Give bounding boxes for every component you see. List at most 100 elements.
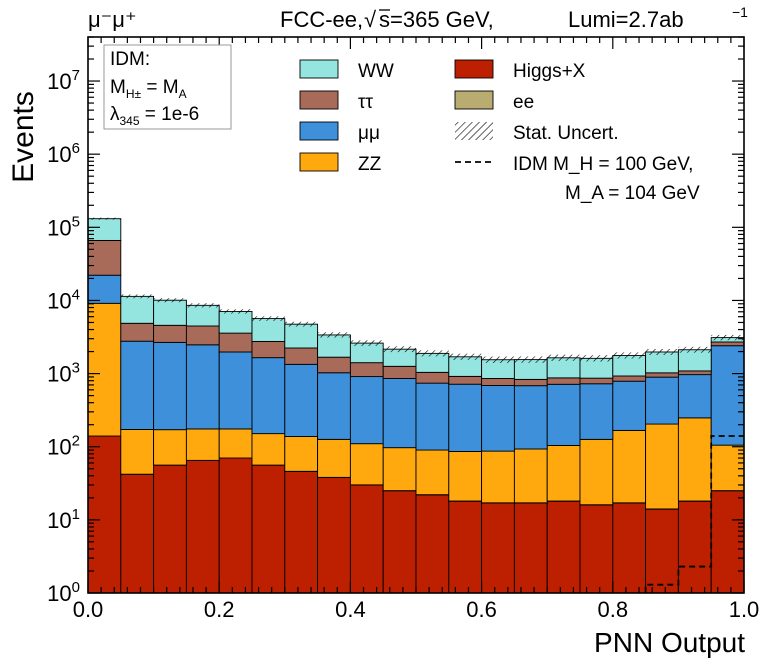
stat-uncert-bin-3	[186, 303, 220, 308]
bar-zz-bin-6	[284, 436, 319, 472]
stat-uncert-bin-7	[317, 332, 351, 338]
bar-higgs-x-bin-8	[349, 484, 384, 594]
stat-uncert-bin-19	[711, 334, 744, 341]
x-tick-label-3: 0.6	[466, 597, 497, 622]
stat-uncert-bin-18	[678, 346, 712, 353]
annotation-lambda-val: = 1e-6	[140, 104, 200, 125]
bar---bin-15	[579, 383, 614, 440]
bar---bin-12	[481, 378, 515, 386]
bar-zz-bin-4	[218, 428, 253, 459]
annotation-line2: MH± = MA	[110, 77, 187, 101]
y-tick-exp-7: 7	[72, 67, 80, 84]
legend-swatch-5	[455, 122, 493, 140]
bar---bin-15	[579, 377, 614, 385]
annotation-lambda-sub: 345	[120, 114, 140, 128]
legend-entry-stat: Stat. Uncert.	[455, 122, 619, 144]
bar-higgs-x-bin-16	[612, 502, 647, 594]
x-tick-label-4: 0.8	[598, 597, 629, 622]
bar---bin-10	[415, 382, 450, 451]
bar-zz-bin-19	[710, 444, 745, 492]
bar---bin-2	[153, 324, 187, 343]
channel-label: μ⁻μ⁺	[88, 7, 137, 32]
legend-swatch-4	[299, 121, 339, 141]
bar---bin-1	[120, 322, 155, 342]
annotation-eq-ma: = M	[141, 77, 178, 98]
bar-higgs-x-bin-10	[415, 494, 450, 594]
stat-uncert-bin-17	[645, 348, 679, 355]
legend-label-1: Higgs+X	[513, 61, 586, 82]
y-tick-exp-6: 6	[72, 140, 80, 157]
bar---bin-6	[284, 347, 319, 365]
idm-annotation: IDM: MH± = MA λ345 = 1e-6	[103, 44, 232, 130]
bar-zz-bin-11	[448, 451, 483, 502]
bar-zz-bin-18	[677, 417, 712, 502]
y-tick-base-3: 10	[47, 362, 71, 387]
bar-ww-bin-17	[645, 351, 679, 374]
bar-ww-bin-2	[153, 299, 187, 326]
annotation-mass-text: M	[110, 77, 126, 98]
legend-label-4: μμ	[358, 123, 380, 144]
bar---bin-1	[120, 340, 155, 430]
bar-zz-bin-7	[317, 438, 351, 478]
bar-ww-bin-3	[185, 304, 220, 327]
y-tick-label-6: 106	[47, 140, 80, 167]
bar-higgs-x-bin-18	[677, 500, 712, 594]
x-tick-label-5: 1.0	[729, 597, 760, 622]
legend-label-6: ZZ	[358, 154, 382, 175]
bar---bin-4	[218, 332, 253, 353]
stat-uncert-bin-10	[416, 350, 449, 357]
bar---bin-14	[546, 383, 581, 446]
x-tick-label-2: 0.4	[335, 597, 366, 622]
bar---bin-11	[448, 375, 483, 385]
bar-higgs-x-bin-4	[218, 457, 253, 594]
stat-uncert-bin-8	[350, 340, 384, 346]
y-tick-exp-1: 1	[72, 506, 80, 523]
legend-label-2: ττ	[358, 92, 374, 113]
y-tick-exp-4: 4	[72, 286, 80, 303]
bar---bin-13	[513, 378, 548, 387]
stat-uncert-bin-6	[284, 321, 318, 327]
x-tick-label-0: 0.0	[73, 597, 104, 622]
legend-entry-ww: WW	[299, 59, 394, 82]
bar-ww-bin-5	[251, 318, 286, 342]
legend-swatch-0	[299, 59, 339, 79]
bar---bin-8	[349, 376, 384, 445]
bar-zz-bin-9	[382, 447, 417, 492]
legend-swatch-2	[299, 90, 339, 110]
bar-higgs-x-bin-13	[513, 502, 548, 594]
y-tick-label-7: 107	[47, 67, 80, 94]
chart-title: FCC-ee, √ s=365 GeV, Lumi=2.7ab −1	[280, 4, 748, 32]
y-tick-label-5: 105	[47, 213, 80, 240]
bar---bin-10	[415, 371, 450, 384]
bar-higgs-x-bin-0	[87, 435, 122, 594]
bar-zz-bin-1	[120, 429, 155, 475]
stat-uncert-bin-9	[383, 346, 416, 353]
bar---bin-19	[710, 341, 745, 347]
bar-higgs-x-bin-1	[120, 473, 155, 594]
stat-uncert-bin-15	[580, 355, 613, 362]
bar---bin-6	[284, 363, 319, 437]
bar---bin-14	[546, 377, 581, 385]
chart-title-lumi: Lumi=2.7ab	[568, 7, 684, 32]
chart-title-sqrt: √	[364, 7, 377, 32]
bar-ww-bin-4	[218, 310, 253, 334]
legend-entry-ee: ee	[454, 90, 534, 113]
bar---bin-4	[218, 351, 253, 430]
chart-title-energy: s=365 GeV,	[379, 7, 494, 32]
legend-swatch-6	[299, 152, 339, 172]
y-tick-base-6: 10	[47, 142, 71, 167]
bar---bin-18	[677, 370, 712, 376]
y-tick-label-3: 103	[47, 360, 80, 387]
bar---bin-8	[349, 362, 384, 378]
legend-label-3: ee	[513, 92, 534, 113]
y-tick-label-1: 101	[47, 506, 80, 533]
bar-higgs-x-bin-3	[185, 459, 220, 594]
bar---bin-7	[317, 372, 351, 440]
y-tick-label-2: 102	[47, 433, 80, 460]
stacked-bars	[87, 217, 745, 594]
legend-swatch-3	[454, 90, 494, 110]
legend-swatch-1	[454, 59, 494, 79]
bar-higgs-x-bin-11	[448, 500, 483, 594]
stat-uncert-bin-5	[252, 316, 285, 321]
